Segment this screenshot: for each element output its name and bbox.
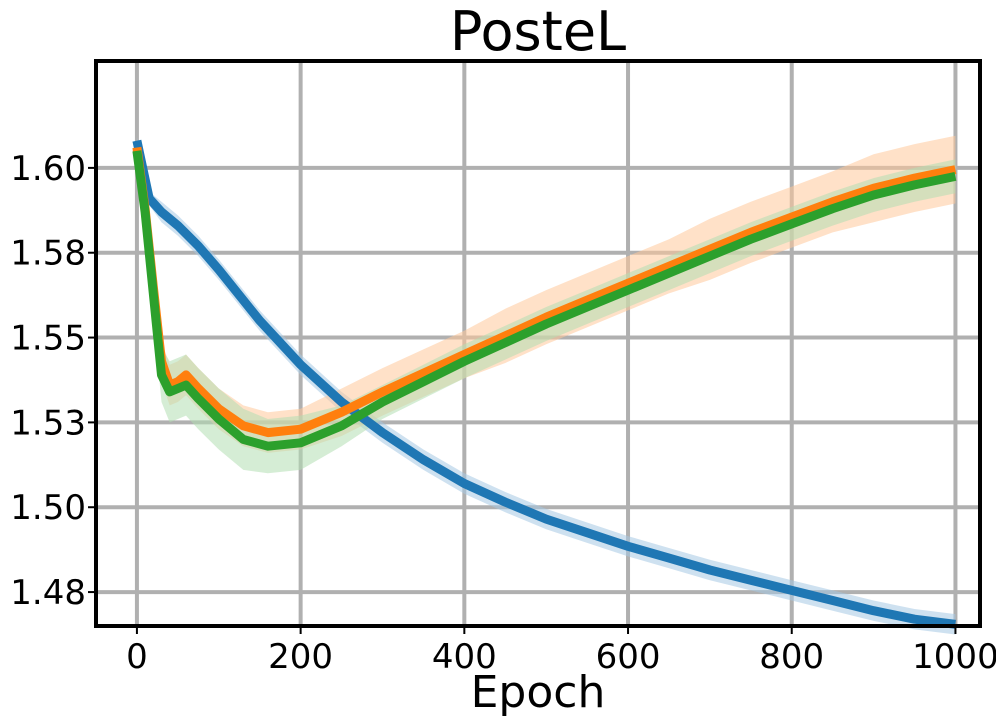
- y-tick-label: 1.53: [10, 403, 86, 443]
- series-2-band: [136, 135, 956, 453]
- x-tick-label: 600: [596, 637, 661, 677]
- y-tick-label: 1.48: [10, 573, 86, 613]
- y-tick-label: 1.50: [10, 488, 86, 528]
- y-tick-label: 1.55: [10, 319, 86, 359]
- y-tick-label: 1.58: [10, 234, 86, 274]
- x-tick-label: 200: [268, 637, 333, 677]
- x-tick-label: 1000: [912, 637, 996, 677]
- y-tick-label: 1.60: [10, 149, 86, 189]
- chart-title: PosteL: [450, 0, 626, 63]
- x-tick-label: 0: [126, 637, 148, 677]
- series-3-line: [132, 150, 957, 451]
- x-tick-label: 800: [759, 637, 824, 677]
- series-lines: [132, 139, 957, 629]
- x-axis-label: Epoch: [471, 667, 606, 718]
- x-tick-label: 400: [432, 637, 497, 677]
- series-1-line: [132, 139, 956, 629]
- plot-frame: [94, 59, 982, 628]
- series-2-line: [132, 146, 957, 438]
- y-axis-ticks: 1.48 1.50 1.53 1.55 1.58 1.60: [10, 149, 96, 613]
- x-axis-ticks: 0 200 400 600 800 1000: [126, 626, 996, 677]
